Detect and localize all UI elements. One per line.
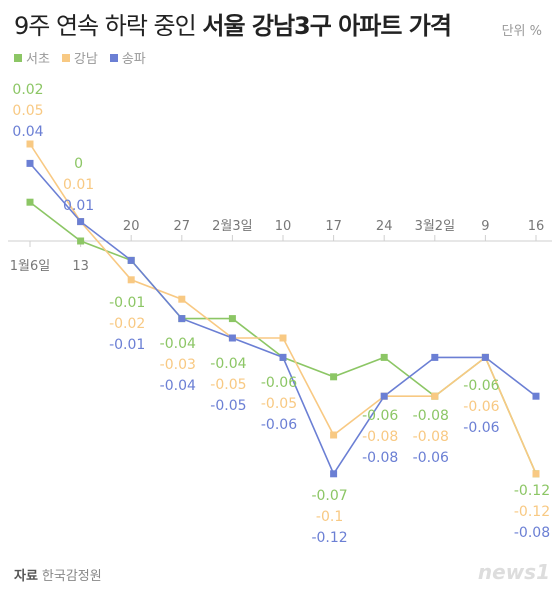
data-label-s0: -0.06 [362,408,398,424]
data-label-s2: 0.04 [12,124,43,140]
data-label-s1: -0.1 [316,509,343,525]
data-label-s0: -0.06 [463,378,499,394]
data-point-s0 [380,353,388,361]
data-label-s0: -0.08 [413,408,449,424]
data-point-s2 [380,392,388,400]
data-label-s1: -0.12 [514,504,550,520]
data-point-s2 [178,315,186,323]
x-tick-label: 13 [72,259,89,274]
data-label-s1: -0.03 [160,357,196,373]
chart-title-bold: 서울 강남3구 아파트 가격 [202,12,452,40]
x-tick-label: 1월6일 [10,259,50,274]
data-point-s2 [431,353,439,361]
data-point-s2 [481,353,489,361]
data-point-s1 [178,295,186,303]
chart-title-light: 9주 연속 하락 중인 [14,12,203,40]
x-tick-label: 27 [174,219,191,234]
x-tick-label: 16 [528,219,545,234]
data-point-s2 [127,256,135,264]
data-point-s1 [532,470,540,478]
data-point-s1 [127,276,135,284]
data-point-s1 [279,334,287,342]
data-label-s1: -0.05 [210,377,246,393]
data-point-s2 [26,159,34,167]
legend: 서초 강남 송파 [14,48,146,67]
data-label-s0: 0.02 [12,82,43,98]
data-point-s2 [279,353,287,361]
legend-label-seocho: 서초 [26,52,50,67]
source-text: 한국감정원 [41,569,102,584]
x-tick-label: 10 [275,219,292,234]
source-label: 자료 [14,569,38,584]
data-label-s1: -0.08 [413,429,449,445]
x-tick-label: 17 [325,219,342,234]
source-note: 자료 한국감정원 [14,565,102,584]
x-tick-label: 24 [376,219,393,234]
legend-item-songpa: 송파 [109,48,146,67]
x-tick-label: 3월2일 [415,219,455,234]
legend-item-seocho: 서초 [14,48,50,67]
data-label-s1: -0.05 [261,396,297,412]
data-label-s2: -0.05 [210,398,246,414]
data-label-s2: -0.06 [261,417,297,433]
news1-logo: news1 [477,560,550,584]
data-label-s0: -0.04 [210,356,246,372]
legend-swatch-gangnam [61,53,70,62]
data-label-s2: -0.06 [413,450,449,466]
legend-label-songpa: 송파 [121,52,146,67]
x-tick-label: 20 [123,219,140,234]
data-point-s1 [330,431,338,439]
data-label-s0: -0.07 [311,488,347,504]
data-point-s1 [431,392,439,400]
data-label-s1: -0.08 [362,429,398,445]
data-point-s0 [26,198,34,206]
data-point-s2 [532,392,540,400]
data-label-s2: -0.04 [160,378,196,394]
data-label-s0: -0.12 [514,483,550,499]
data-point-s0 [77,237,85,245]
data-point-s0 [228,315,236,323]
data-label-s1: -0.06 [463,399,499,415]
data-point-s2 [330,470,338,478]
legend-swatch-songpa [109,53,118,62]
data-label-s0: -0.04 [160,336,196,352]
data-label-s2: -0.12 [311,530,347,546]
data-label-s2: -0.01 [109,337,145,353]
legend-item-gangnam: 강남 [61,48,98,67]
x-tick-label: 9 [481,219,489,234]
data-label-s1: 0.01 [63,177,94,193]
x-tick-label: 2월3일 [212,219,252,234]
unit-label: 단위 % [501,24,542,39]
data-label-s1: 0.05 [12,103,43,119]
data-label-s2: -0.08 [362,450,398,466]
data-point-s2 [228,334,236,342]
data-label-s1: -0.02 [109,316,145,332]
data-point-s0 [330,373,338,381]
legend-label-gangnam: 강남 [73,52,98,67]
chart-title: 9주 연속 하락 중인 서울 강남3구 아파트 가격 [14,6,452,41]
data-label-s2: -0.08 [514,525,550,541]
data-point-s1 [26,140,34,148]
data-label-s0: -0.06 [261,375,297,391]
data-point-s2 [77,218,85,226]
data-label-s2: 0.01 [63,198,94,214]
data-label-s0: 0 [74,156,83,172]
data-label-s2: -0.06 [463,420,499,436]
data-label-s0: -0.01 [109,295,145,311]
legend-swatch-seocho [14,53,22,62]
